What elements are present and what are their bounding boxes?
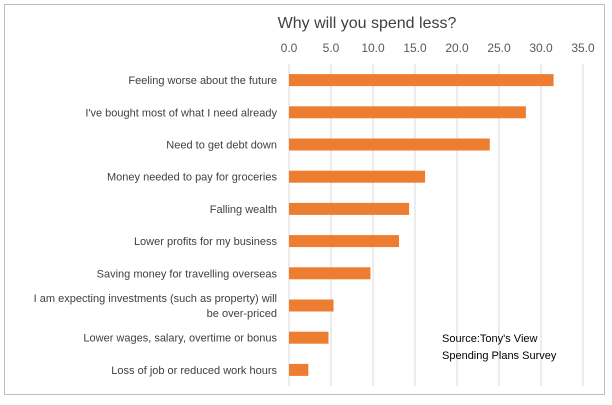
x-tick-label-6: 30.0	[529, 41, 553, 55]
source-note-line-2: Spending Plans Survey	[442, 350, 557, 362]
x-tick-label-2: 10.0	[361, 41, 385, 55]
x-tick-label-5: 25.0	[487, 41, 511, 55]
chart-frame	[4, 4, 605, 395]
bar-4	[289, 202, 410, 215]
x-axis-ticks: 0.0 5.0 10.0 15.0 20.0 25.0 30.0 35.0	[281, 41, 595, 55]
bar-8	[289, 331, 329, 344]
category-label-1: I've bought most of what I need already	[85, 107, 277, 119]
category-label-7-line-0: I am expecting investments (such as prop…	[34, 293, 277, 305]
category-label-5: Lower profits for my business	[134, 236, 278, 248]
bars	[289, 74, 554, 376]
category-labels: Feeling worse about the future I've bough…	[34, 75, 278, 377]
category-label-8: Lower wages, salary, overtime or bonus	[83, 333, 277, 345]
source-note-line-1: Source:Tony's View	[442, 333, 538, 345]
bar-7	[289, 299, 334, 312]
bar-1	[289, 106, 526, 119]
category-label-0: Feeling worse about the future	[128, 75, 277, 87]
bar-5	[289, 235, 400, 248]
category-label-2: Need to get debt down	[166, 140, 277, 152]
chart-title: Why will you spend less?	[278, 15, 457, 32]
x-tick-label-0: 0.0	[281, 41, 298, 55]
category-label-4: Falling wealth	[210, 204, 277, 216]
category-label-7-line-1: be over-priced	[207, 308, 277, 320]
bar-2	[289, 138, 490, 151]
category-label-9: Loss of job or reduced work hours	[111, 365, 277, 377]
x-tick-label-1: 5.0	[323, 41, 340, 55]
category-label-3: Money needed to pay for groceries	[107, 172, 277, 184]
x-tick-label-7: 35.0	[571, 41, 595, 55]
bar-9	[289, 363, 309, 376]
x-tick-label-3: 15.0	[403, 41, 427, 55]
x-tick-label-4: 20.0	[445, 41, 469, 55]
bar-0	[289, 74, 554, 87]
category-label-6: Saving money for travelling overseas	[97, 268, 278, 280]
bar-6	[289, 267, 371, 280]
bar-3	[289, 170, 426, 183]
